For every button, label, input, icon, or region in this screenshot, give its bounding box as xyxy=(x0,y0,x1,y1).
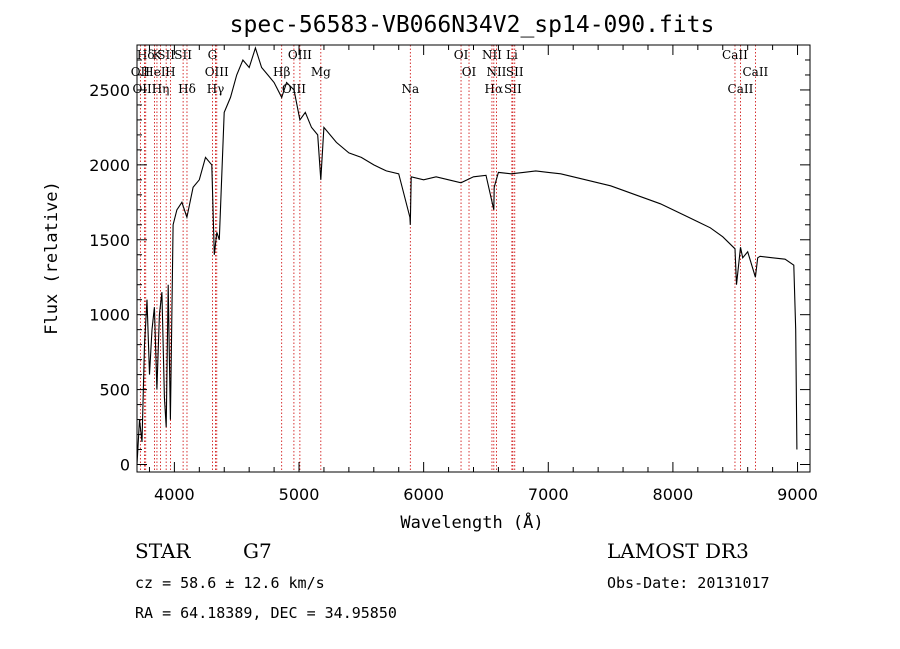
y-tick-label-1: 500 xyxy=(99,381,130,400)
x-axis-label: Wavelength (Å) xyxy=(400,511,543,533)
x-tick-label-2: 6000 xyxy=(403,485,444,504)
line-label-16: Mg xyxy=(311,65,331,79)
x-tick-label-4: 8000 xyxy=(653,485,694,504)
line-label-3: K xyxy=(152,48,162,62)
x-tick-label-5: 9000 xyxy=(777,485,818,504)
line-label-5: Hη xyxy=(152,82,170,96)
x-tick-label-1: 5000 xyxy=(279,485,320,504)
line-label-10: OIII xyxy=(205,65,229,79)
line-label-15: OIII xyxy=(288,48,312,62)
axis-ticks: 4000 5000 6000 7000 8000 9000 0 500 1000 1500 2000… xyxy=(89,45,818,504)
line-label-9: SII xyxy=(174,48,192,62)
object-subclass: G7 xyxy=(243,539,272,563)
line-label-18: OI xyxy=(454,48,469,62)
line-label-0: Hδ xyxy=(137,48,155,62)
line-label-13: Hβ xyxy=(273,65,290,79)
line-markers: HδOIIOIIIKHeIHηSIIHHδSIIOIIIHγGHβOIIIOII… xyxy=(131,45,769,472)
y-tick-label-5: 2500 xyxy=(89,81,130,100)
redshift-text: cz = 58.6 ± 12.6 km/s xyxy=(135,574,325,592)
line-label-8: Hδ xyxy=(178,82,196,96)
line-label-7: H xyxy=(165,65,175,79)
line-label-17: Na xyxy=(401,82,419,96)
coordinates: RA = 64.18389, DEC = 34.95850 xyxy=(135,604,397,622)
y-tick-label-4: 2000 xyxy=(89,156,130,175)
line-label-14: OIII xyxy=(282,82,306,96)
line-label-22: NII xyxy=(486,65,506,79)
obs-date: Obs-Date: 20131017 xyxy=(607,574,770,592)
line-label-11: Hγ xyxy=(207,82,225,96)
series-layer xyxy=(136,46,798,465)
line-label-12: G xyxy=(208,48,218,62)
spectrum-line xyxy=(136,46,798,465)
line-label-19: OI xyxy=(462,65,477,79)
line-label-25: SII xyxy=(506,65,524,79)
line-label-23: SII xyxy=(504,82,522,96)
plot-frame xyxy=(136,44,811,473)
y-axis-label: Flux (relative) xyxy=(42,181,62,335)
line-label-1: OII xyxy=(131,65,151,79)
line-label-26: CaII xyxy=(728,82,754,96)
x-tick-label-3: 7000 xyxy=(528,485,569,504)
chart-title: spec-56583-VB066N34V2_sp14-090.fits xyxy=(230,12,715,38)
y-tick-label-3: 1500 xyxy=(89,231,130,250)
line-label-6: SII xyxy=(157,48,175,62)
line-label-2: OIII xyxy=(132,82,156,96)
x-tick-label-0: 4000 xyxy=(154,485,195,504)
line-label-4: HeI xyxy=(143,65,166,79)
y-tick-label-2: 1000 xyxy=(89,306,130,325)
line-label-20: Hα xyxy=(485,82,504,96)
line-label-21: NII xyxy=(482,48,502,62)
object-class: STAR xyxy=(135,539,191,563)
survey-name: LAMOST DR3 xyxy=(607,539,749,563)
line-label-27: CaII xyxy=(722,48,748,62)
line-label-28: CaII xyxy=(742,65,768,79)
line-label-24: Li xyxy=(506,48,518,62)
y-tick-label-0: 0 xyxy=(120,456,130,475)
